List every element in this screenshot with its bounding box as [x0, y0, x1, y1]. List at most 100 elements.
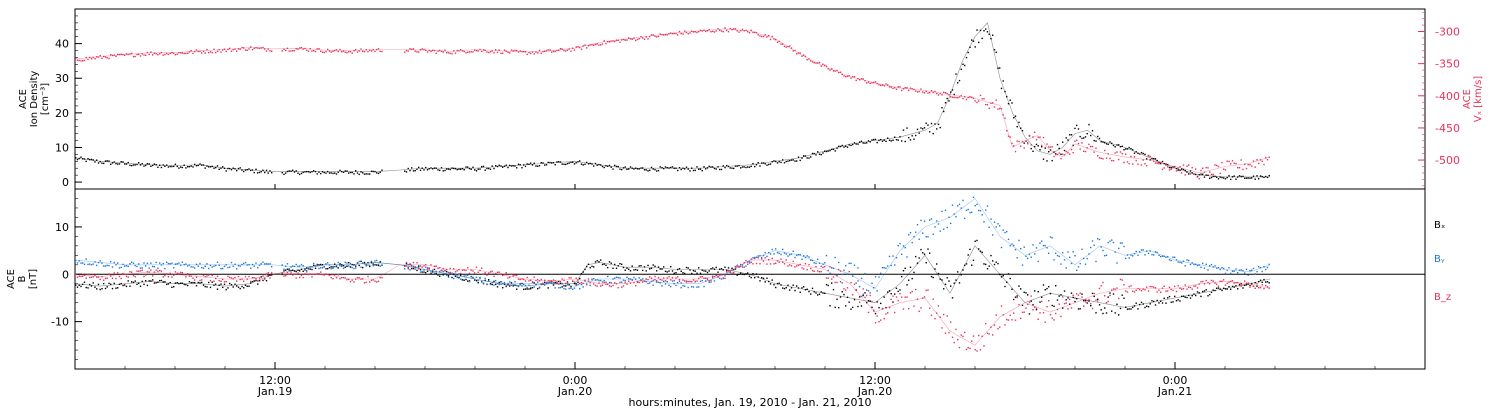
ion-density-series-point: [101, 162, 103, 164]
b-component-series-point: [370, 262, 373, 264]
b-component-series-point: [664, 270, 667, 272]
ion-density-series-point: [1011, 102, 1013, 104]
b-component-series-point: [1051, 317, 1053, 319]
vx-series-point: [503, 49, 506, 51]
b-component-series-point: [1100, 285, 1102, 287]
vx-series-point: [346, 52, 348, 54]
ion-density-series-point: [304, 171, 306, 173]
vx-series-point: [866, 82, 868, 84]
b-component-series-point: [1130, 254, 1132, 256]
b-component-series-point: [468, 280, 471, 282]
b-component-series-point: [517, 278, 520, 280]
vx-series-point: [309, 48, 311, 50]
vx-series-point: [687, 33, 689, 35]
vx-series-point: [654, 35, 656, 37]
b-component-series-point: [978, 248, 980, 250]
b-component-series-point: [332, 278, 334, 280]
b-component-series-point: [969, 211, 971, 214]
vx-series-point: [1139, 153, 1141, 155]
b-component-series-point: [594, 261, 597, 263]
vx-series-point: [339, 48, 341, 51]
b-component-series-point: [1004, 285, 1006, 288]
b-component-series-point: [323, 266, 325, 268]
b-component-series-point: [288, 273, 290, 275]
vx-series-point: [1230, 163, 1232, 165]
vx-series-point: [556, 49, 558, 52]
b-component-series-point: [1245, 284, 1248, 286]
b-component-series-point: [727, 267, 730, 269]
ion-density-series-point: [376, 172, 378, 174]
b-component-series-point: [117, 272, 119, 274]
b-component-series-point: [479, 276, 481, 279]
vx-series-point: [780, 43, 782, 45]
vx-series-point: [887, 84, 889, 86]
ion-density-series-point: [958, 79, 961, 82]
b-component-series-point: [292, 269, 294, 271]
b-component-series-point: [701, 279, 703, 282]
legend-entry: Bᵧ: [1434, 254, 1445, 265]
b-component-series-point: [260, 276, 262, 278]
vx-series-point: [897, 86, 899, 88]
b-component-series-point: [1130, 308, 1132, 310]
b-component-series-point: [435, 270, 437, 273]
ion-density-series-point: [1142, 152, 1144, 155]
ion-density-series-point: [657, 169, 660, 172]
b-component-series-point: [1107, 241, 1109, 244]
b-component-series-point: [160, 279, 163, 282]
b-component-series-point: [381, 277, 383, 279]
b-component-series-point: [1060, 263, 1062, 265]
ion-density-series-point: [556, 161, 558, 163]
b-component-series-point: [353, 264, 355, 266]
ion-density-series-point: [349, 171, 352, 174]
ion-density-series-point: [271, 172, 273, 174]
vx-series-point: [699, 29, 702, 31]
b-component-series-point: [801, 287, 803, 289]
b-component-series-point: [544, 284, 546, 286]
ion-density-series-point: [337, 171, 339, 173]
ion-density-series-point: [845, 145, 847, 147]
ion-density-series-point: [421, 167, 423, 169]
b-component-series-point: [194, 267, 196, 269]
b-component-series-point: [281, 264, 283, 266]
b-component-series-point: [248, 275, 250, 278]
b-component-series-point: [586, 265, 588, 268]
left-tick-label: -10: [51, 316, 69, 329]
vx-series-point: [145, 54, 147, 56]
ion-density-series-point: [1046, 160, 1048, 162]
b-component-series-point: [302, 276, 304, 279]
b-component-series-point: [944, 332, 947, 334]
ion-density-series-point: [1247, 177, 1249, 179]
vx-series-point: [776, 41, 779, 43]
b-component-series-point: [810, 267, 812, 270]
ion-density-series-point: [1249, 177, 1251, 179]
ion-density-series-point: [435, 167, 437, 169]
ion-density-series-point: [169, 165, 171, 168]
ion-density-series-point: [94, 161, 96, 163]
b-component-series-point: [372, 265, 374, 267]
b-component-series-point: [689, 280, 691, 283]
b-component-series-point: [118, 275, 121, 278]
b-component-series-point: [439, 267, 441, 269]
ion-density-series-point: [712, 166, 714, 168]
b-component-series-point: [83, 274, 86, 276]
b-component-series-point: [185, 284, 187, 286]
ion-density-series-point: [764, 163, 766, 165]
b-component-series-point: [425, 272, 427, 274]
ion-density-series-point: [453, 167, 455, 170]
b-component-series-point: [1226, 288, 1228, 290]
b-component-series-point: [785, 253, 787, 255]
vx-series-point: [999, 107, 1001, 110]
b-component-series-point: [1048, 300, 1050, 302]
ion-density-series-point: [594, 162, 597, 165]
vx-series-point: [559, 48, 562, 50]
ion-density-series-point: [381, 169, 383, 171]
b-component-series-point: [937, 272, 940, 275]
ion-density-series-point: [673, 167, 675, 169]
ion-density-series-point: [568, 162, 570, 164]
b-component-series-point: [1048, 252, 1050, 254]
b-component-series-point: [883, 318, 885, 320]
x-tick-time-label: 12:00: [859, 374, 891, 387]
b-component-series-point: [1111, 310, 1113, 312]
b-component-series-point: [1216, 267, 1218, 269]
b-component-series-point: [234, 276, 236, 279]
